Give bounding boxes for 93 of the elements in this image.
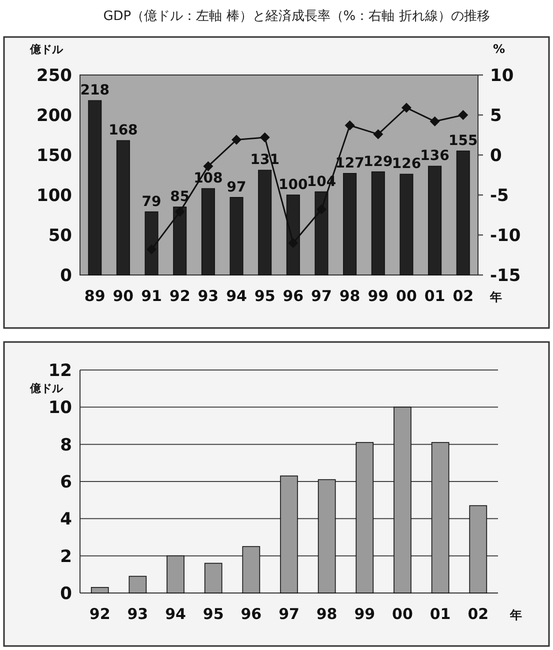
bar (128, 576, 147, 594)
x-tick-label: 02 (468, 605, 489, 623)
y-tick-label: 0 (60, 266, 72, 286)
bar (343, 173, 357, 276)
y2-axis-title: % (493, 42, 506, 56)
data-label: 97 (226, 179, 246, 196)
x-tick-label: 02 (452, 287, 474, 305)
y-tick-label: 0 (60, 584, 72, 604)
point (373, 129, 384, 140)
x-tick-label: 97 (278, 605, 300, 623)
bar (230, 197, 244, 276)
y-axis-title: 億ドル (29, 43, 64, 56)
bar (371, 171, 385, 276)
point (344, 120, 355, 130)
point (316, 204, 326, 214)
bar (394, 406, 412, 594)
y2-tick-label: -10 (490, 226, 521, 246)
data-label: 100 (278, 177, 308, 193)
y-tick-label: 50 (48, 226, 72, 246)
y-tick-label: 2 (60, 546, 72, 567)
point (288, 238, 298, 248)
y-tick-label: 6 (60, 472, 72, 492)
bar (428, 166, 442, 276)
point (458, 110, 468, 120)
y-axis-title: 億ドル (29, 382, 64, 395)
x-tick-label: 96 (282, 287, 304, 305)
y-tick-label: 150 (36, 146, 72, 166)
point (146, 244, 157, 254)
y2-tick-label: 10 (490, 66, 514, 86)
x-tick-label: 95 (254, 287, 276, 305)
x-tick-label: 90 (112, 287, 134, 305)
x-tick-label: 95 (202, 605, 224, 623)
y-tick-label: 10 (48, 398, 72, 418)
x-tick-label: 00 (392, 605, 413, 623)
x-tick-label: 93 (127, 605, 148, 623)
point (260, 132, 270, 142)
bar (166, 555, 184, 594)
x-tick-label: 98 (316, 605, 338, 623)
x-tick-label: 89 (84, 287, 106, 305)
bar (242, 546, 260, 594)
y-tick-label: 4 (60, 510, 72, 530)
x-tick-label: 96 (240, 605, 262, 623)
point (174, 206, 185, 217)
point (203, 161, 214, 172)
data-label: 127 (335, 155, 364, 172)
x-tick-label: 00 (396, 287, 417, 305)
x-tick-label: 01 (430, 605, 451, 623)
point (401, 102, 412, 113)
y2-tick-label: 5 (490, 106, 502, 126)
x-tick-label: 94 (165, 605, 186, 623)
x-axis-title: 年 (489, 290, 502, 304)
bar (90, 587, 109, 594)
point (232, 134, 242, 145)
data-label: 155 (448, 133, 478, 149)
x-tick-label: 99 (354, 605, 376, 623)
data-label: 168 (108, 122, 138, 139)
bar (201, 188, 215, 276)
bar (469, 505, 488, 594)
x-tick-label: 92 (169, 287, 190, 305)
y-tick-label: 200 (36, 106, 72, 126)
bar (356, 442, 374, 594)
bar (116, 140, 130, 276)
data-label: 136 (420, 148, 450, 164)
y-tick-label: 12 (48, 360, 72, 381)
data-label: 126 (392, 156, 422, 172)
x-tick-label: 99 (368, 287, 389, 305)
x-tick-label: 98 (339, 287, 360, 305)
x-tick-label: 97 (311, 287, 332, 305)
y2-tick-label: -5 (490, 186, 509, 206)
y-tick-label: 8 (60, 435, 72, 456)
bar (318, 479, 336, 594)
x-axis-title: 年 (509, 608, 522, 622)
bar (431, 442, 450, 594)
point (430, 116, 440, 126)
x-tick-label: 01 (424, 287, 446, 305)
data-label: 218 (80, 82, 110, 99)
bar (400, 174, 414, 276)
x-tick-label: 91 (141, 287, 162, 305)
data-label: 129 (364, 154, 393, 170)
bar (280, 476, 298, 594)
data-label: 79 (142, 194, 162, 210)
bar (88, 100, 102, 276)
y2-tick-label: -15 (490, 266, 521, 286)
y-tick-label: 100 (36, 186, 72, 206)
chart-title: GDP（億ドル：左軸 棒）と経済成長率（%：右軸 折れ線）の推移 (103, 8, 490, 24)
x-tick-label: 93 (198, 287, 219, 305)
y2-tick-label: 0 (490, 146, 502, 166)
bar (456, 150, 470, 276)
y-tick-label: 250 (36, 66, 72, 86)
bar (204, 562, 222, 594)
x-tick-label: 92 (89, 605, 110, 623)
x-tick-label: 94 (226, 287, 247, 305)
data-label: 85 (170, 189, 190, 205)
